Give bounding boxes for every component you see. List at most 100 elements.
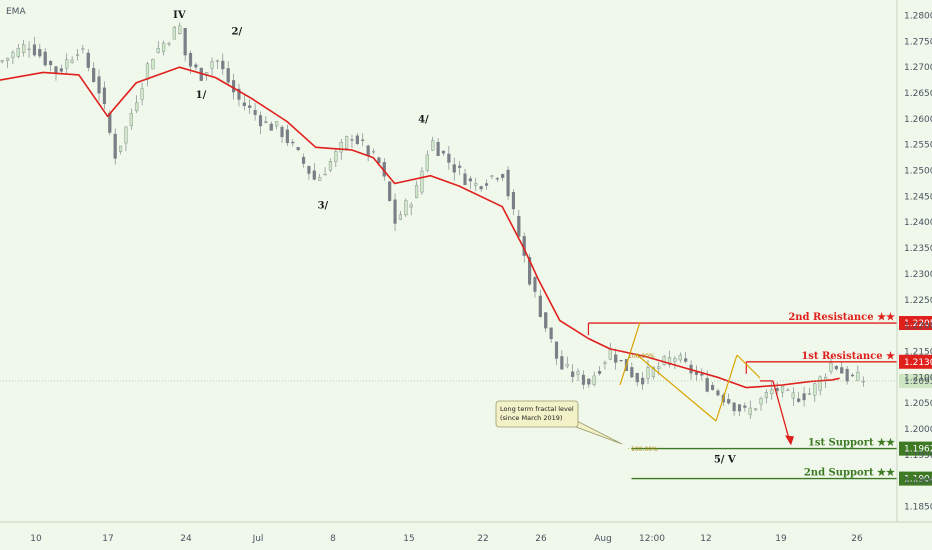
candle-body	[409, 204, 413, 208]
x-tick-label: 26	[851, 534, 863, 544]
candle-body	[581, 374, 585, 385]
x-tick-label: 12	[700, 534, 711, 544]
candle-body	[748, 407, 752, 415]
candle-body	[651, 367, 655, 378]
pattern-leg-1	[619, 321, 641, 386]
candle-body	[490, 175, 494, 177]
candle-body	[118, 145, 123, 152]
candle-body	[780, 385, 785, 393]
candle-body	[81, 48, 85, 50]
candle-body	[65, 59, 69, 69]
candle-body	[727, 399, 731, 404]
candle-body	[291, 141, 295, 144]
y-tick-label: 1.2500	[904, 167, 932, 177]
candle-body	[237, 88, 241, 100]
wave-label: 5/ V	[714, 455, 736, 466]
candle-body	[565, 364, 569, 367]
candle-body	[737, 404, 742, 412]
candle-body	[124, 126, 128, 144]
candle-body	[162, 42, 166, 52]
candle-body	[463, 173, 467, 185]
y-tick-label: 1.1950	[904, 451, 932, 461]
candle-body	[420, 170, 424, 193]
candle-body	[414, 185, 419, 198]
level-name: 1st Support ★★	[808, 438, 895, 449]
candle-body	[151, 59, 155, 70]
candle-body	[75, 54, 80, 56]
candle-body	[603, 362, 607, 364]
candle-body	[11, 52, 15, 58]
y-tick-label: 1.2100	[904, 373, 932, 383]
candle-body	[312, 170, 316, 180]
candle-body	[770, 389, 774, 394]
candle-body	[657, 366, 661, 369]
candle-body	[32, 44, 37, 56]
candle-body	[441, 150, 446, 154]
candle-body	[447, 153, 451, 163]
candle-body	[484, 183, 489, 186]
current-price-label: 1.2093	[904, 377, 932, 387]
y-tick-label: 1.2250	[904, 296, 932, 306]
fib-label: 100.00%	[631, 446, 658, 453]
pattern-leg-3	[715, 354, 738, 422]
candle-body	[70, 59, 74, 64]
x-tick-label: 8	[330, 534, 336, 544]
candle-body	[517, 215, 521, 237]
y-tick-label: 1.2650	[904, 89, 932, 99]
wave-label: 3/	[318, 200, 329, 211]
candle-body	[791, 392, 795, 399]
candle-body	[361, 139, 365, 141]
candle-body	[614, 354, 618, 363]
level-name: 2nd Resistance ★★	[788, 312, 895, 323]
x-tick-label: Aug	[594, 534, 612, 544]
candle-body	[468, 178, 472, 182]
candle-body	[22, 44, 26, 53]
x-tick-label: 24	[180, 534, 192, 544]
x-tick-label: 19	[775, 534, 787, 544]
candle-body	[479, 186, 483, 190]
candle-body	[474, 183, 478, 186]
y-tick-label: 1.2550	[904, 141, 932, 151]
candle-body	[646, 367, 650, 379]
candle-body	[301, 156, 306, 164]
candle-body	[0, 60, 4, 62]
candle-body	[38, 49, 42, 57]
projection-arrow-line	[772, 380, 791, 443]
candle-body	[511, 192, 516, 210]
candle-body	[135, 102, 139, 112]
candle-body	[549, 327, 553, 340]
candle-body	[129, 113, 133, 127]
candle-body	[377, 157, 381, 164]
level-price-tag	[899, 471, 932, 486]
candle-body	[431, 140, 435, 151]
y-tick-label: 1.2050	[904, 399, 932, 409]
y-tick-label: 1.2200	[904, 322, 932, 332]
candle-body	[732, 402, 736, 412]
candle-body	[560, 356, 564, 370]
wave-label: IV	[173, 10, 186, 21]
candle-body	[86, 52, 90, 68]
x-tick-label: 10	[30, 534, 42, 544]
candle-body	[210, 61, 214, 69]
candle-body	[840, 367, 844, 374]
candle-body	[694, 371, 699, 375]
candle-body	[172, 26, 176, 40]
y-tick-label: 1.2600	[904, 115, 932, 125]
candle-body	[97, 76, 101, 94]
candle-body	[178, 25, 182, 35]
candle-body	[296, 147, 300, 151]
wave-label: 2/	[231, 27, 242, 38]
level-price-label: 1.2130	[904, 358, 932, 368]
candle-body	[16, 48, 20, 57]
candle-body	[856, 372, 860, 382]
candle-body	[49, 61, 53, 66]
y-tick-label: 1.2150	[904, 347, 932, 357]
candle-body	[242, 102, 246, 107]
level-price-label: 1.2205	[904, 319, 932, 329]
callout-box	[495, 400, 579, 428]
candle-body	[807, 393, 812, 395]
candle-body	[388, 181, 392, 201]
